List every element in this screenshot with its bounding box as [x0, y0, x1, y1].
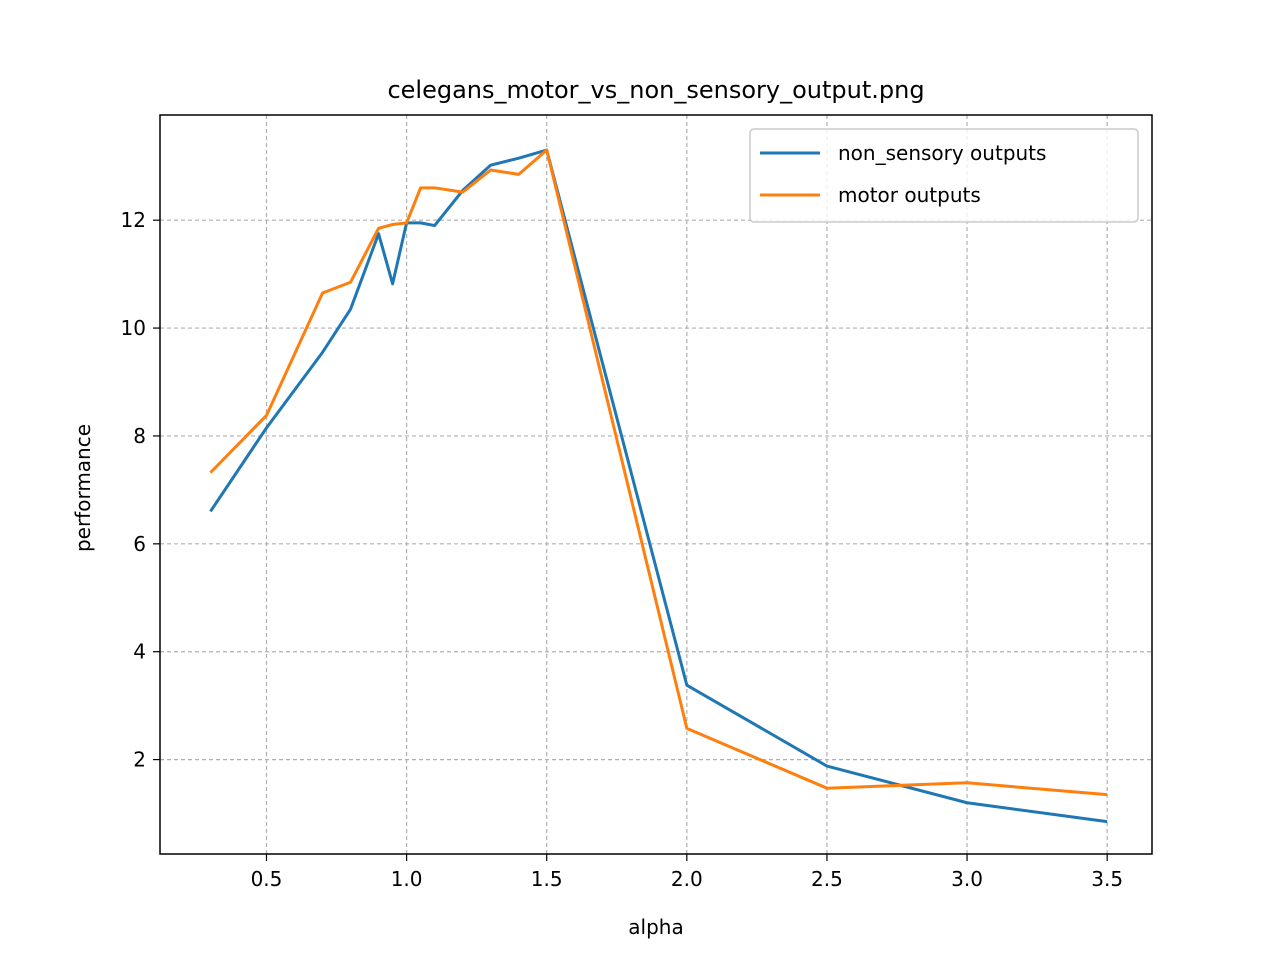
y-tick-label: 10	[121, 316, 146, 340]
x-tick-label: 3.0	[951, 867, 983, 891]
series-lines	[209, 148, 1108, 824]
plot-area	[160, 115, 1152, 854]
series-line-1	[209, 148, 1108, 797]
y-axis-label: performance	[71, 424, 95, 552]
y-axis-ticks: 2 4 6 8 10 12	[121, 208, 160, 772]
x-tick-label: 2.5	[811, 867, 843, 891]
x-tick-label: 1.0	[391, 867, 423, 891]
y-tick-label: 4	[133, 640, 146, 664]
x-tick-label: 1.5	[531, 867, 563, 891]
y-tick-label: 8	[133, 424, 146, 448]
x-axis-label: alpha	[628, 915, 683, 939]
x-tick-label: 2.0	[671, 867, 703, 891]
x-tick-label: 3.5	[1091, 867, 1123, 891]
legend-label-0: non_sensory outputs	[838, 141, 1046, 165]
legend: non_sensory outputs motor outputs	[749, 128, 1139, 223]
x-tick-label: 0.5	[251, 867, 283, 891]
legend-entries: non_sensory outputs motor outputs	[760, 141, 1046, 207]
chart-title: celegans_motor_vs_non_sensory_output.png	[387, 76, 924, 104]
plot-frame	[159, 114, 1153, 855]
series-line-0	[209, 148, 1108, 824]
y-tick-label: 2	[133, 748, 146, 772]
x-axis-ticks: 0.5 1.0 1.5 2.0 2.5 3.0 3.5	[251, 854, 1123, 891]
y-tick-label: 6	[133, 532, 146, 556]
legend-box	[749, 128, 1139, 223]
legend-label-1: motor outputs	[838, 183, 981, 207]
y-tick-label: 12	[121, 208, 146, 232]
